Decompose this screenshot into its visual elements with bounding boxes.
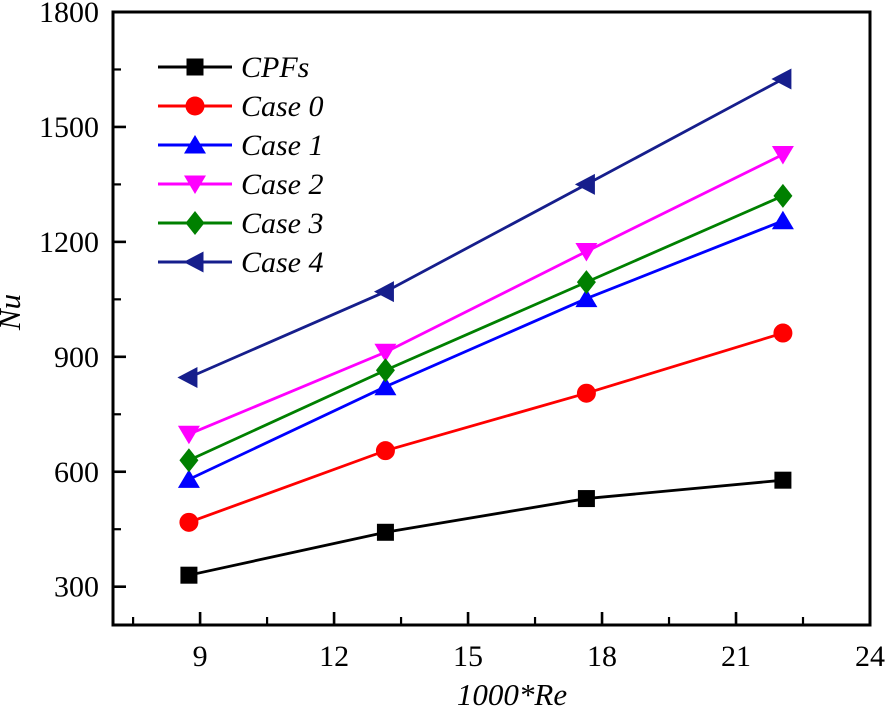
series-line — [188, 77, 784, 379]
legend-label: Case 0 — [241, 90, 324, 123]
triangle-down-marker — [374, 343, 397, 363]
y-tick-label: 600 — [54, 456, 99, 489]
triangle-down-marker — [771, 146, 794, 165]
legend-label: Case 1 — [241, 129, 324, 162]
triangle-left-marker — [771, 68, 792, 90]
legend-item-case-1: Case 1 — [158, 129, 324, 162]
series-line — [188, 194, 784, 462]
legend: CPFs Case 0 Case 1 Case 2 Case 3 Case 4 — [158, 51, 324, 279]
triangle-up-marker — [374, 376, 397, 396]
legend-label: Case 3 — [241, 207, 324, 240]
series-line — [188, 219, 784, 481]
series-case-1 — [177, 210, 794, 488]
series-line — [188, 478, 784, 577]
diamond-marker — [179, 448, 199, 473]
diamond-marker — [576, 270, 596, 295]
triangle-up-marker — [575, 288, 598, 308]
circle-marker — [773, 323, 793, 343]
square-marker — [774, 471, 792, 489]
triangle-down-marker — [184, 175, 206, 194]
triangle-left-marker — [574, 173, 595, 195]
x-tick-label: 18 — [587, 640, 617, 673]
square-marker — [376, 523, 394, 541]
triangle-down-marker — [575, 242, 598, 262]
x-tick-labels: 9 12 15 18 21 24 — [193, 640, 885, 673]
triangle-up-marker — [771, 210, 794, 230]
series-case-4 — [177, 68, 792, 389]
y-axis-label: Nu — [0, 294, 27, 331]
triangle-down-marker — [177, 425, 200, 445]
y-tick-label: 900 — [54, 341, 99, 374]
x-tick-label: 24 — [855, 640, 885, 673]
series-line — [188, 331, 784, 524]
legend-item-case-2: Case 2 — [158, 168, 324, 201]
series-cpfs — [180, 471, 792, 584]
legend-label: Case 4 — [241, 246, 324, 279]
y-tick-label: 1500 — [39, 111, 99, 144]
triangle-up-marker — [184, 135, 206, 154]
series-case-0 — [179, 323, 793, 532]
legend-label: Case 2 — [241, 168, 324, 201]
diamond-marker — [773, 183, 793, 208]
y-tick-label: 300 — [54, 571, 99, 604]
legend-item-cpfs: CPFs — [158, 51, 309, 84]
x-tick-label: 12 — [319, 640, 349, 673]
square-marker — [180, 566, 198, 584]
circle-marker — [185, 96, 205, 116]
triangle-up-marker — [177, 469, 200, 488]
legend-item-case-3: Case 3 — [158, 207, 324, 240]
x-axis-label: 1000*Re — [457, 677, 567, 708]
legend-item-case-0: Case 0 — [158, 90, 324, 123]
square-marker — [577, 490, 595, 508]
x-tick-label: 15 — [453, 640, 483, 673]
y-tick-label: 1200 — [39, 226, 99, 259]
y-tick-labels: 300 600 900 1200 1500 1800 — [39, 0, 99, 604]
triangle-left-marker — [183, 251, 204, 273]
diamond-marker — [375, 358, 395, 383]
triangle-left-marker — [373, 281, 394, 303]
triangle-left-marker — [177, 367, 198, 389]
y-tick-label: 1800 — [39, 0, 99, 29]
diamond-marker — [185, 211, 205, 235]
series-line — [188, 153, 784, 436]
legend-label: CPFs — [241, 51, 309, 84]
plot-frame — [111, 10, 872, 627]
circle-marker — [375, 441, 395, 461]
x-tick-label: 9 — [193, 640, 208, 673]
series-case-3 — [179, 183, 793, 473]
square-marker — [186, 58, 204, 76]
circle-marker — [576, 383, 596, 403]
x-tick-label: 21 — [721, 640, 751, 673]
legend-item-case-4: Case 4 — [158, 246, 324, 279]
circle-marker — [179, 512, 199, 532]
series-case-2 — [177, 146, 794, 445]
